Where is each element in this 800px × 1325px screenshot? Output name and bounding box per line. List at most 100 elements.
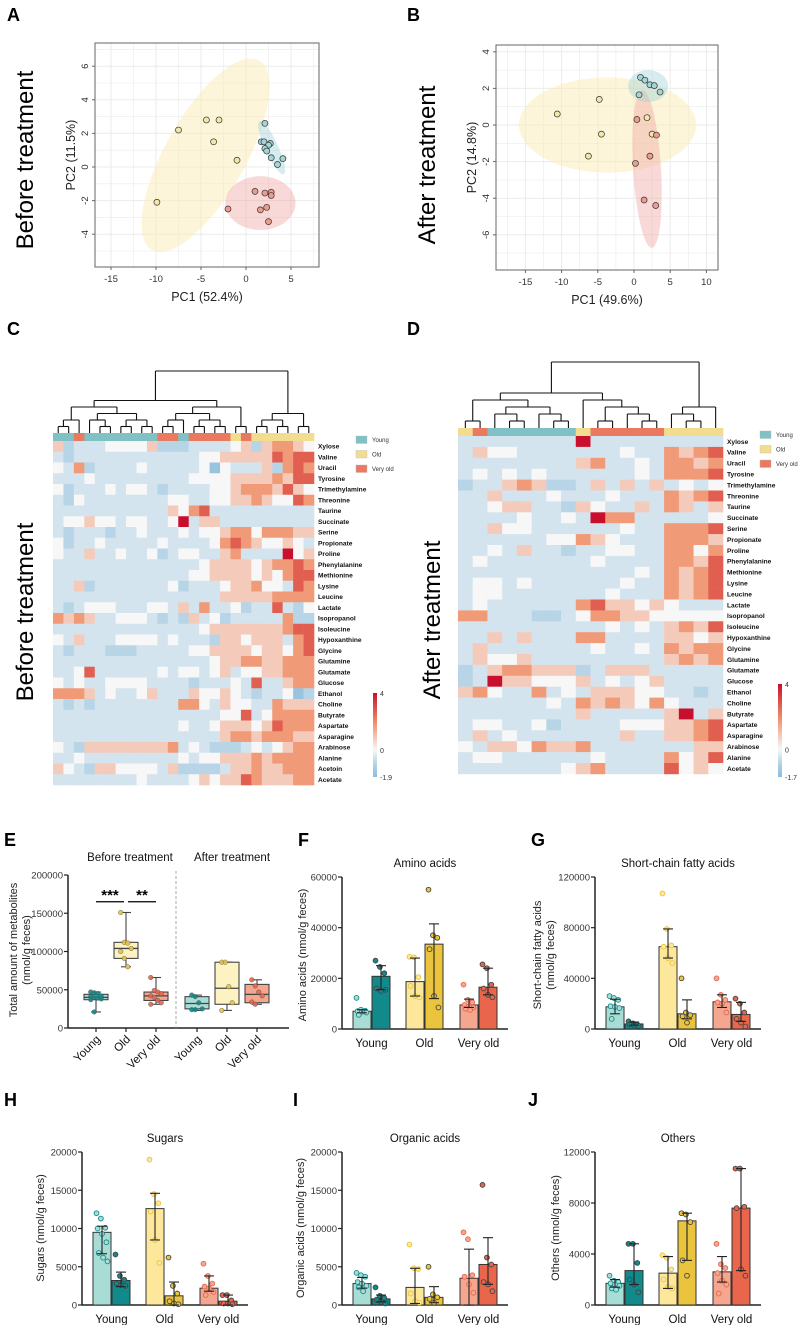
y-tick-label: 120000 [558, 873, 590, 884]
heatmap-cell [561, 675, 577, 687]
data-point [479, 1182, 486, 1188]
heatmap-cell [178, 688, 190, 700]
heatmap-cell [502, 621, 518, 633]
heatmap-cell [209, 656, 221, 668]
heatmap-cell [561, 555, 577, 568]
heatmap-cell [126, 763, 137, 775]
row-label: Aspartate [318, 723, 349, 730]
heatmap-cell [693, 643, 709, 655]
data-point [104, 1258, 111, 1265]
heatmap-cell [230, 602, 242, 614]
heatmap-cell [546, 654, 562, 666]
x-category-label: Very old [198, 1314, 240, 1325]
data-point [98, 996, 104, 1002]
data-point-young [274, 161, 281, 168]
heatmap-cell [619, 654, 635, 666]
colorbar-label: -1.7 [785, 775, 797, 782]
heatmap-cell [261, 516, 273, 528]
y-tick-label: 10000 [311, 1224, 337, 1235]
heatmap-cell [531, 566, 547, 578]
y-tick-label: 0 [585, 1301, 590, 1312]
heatmap-cell [94, 527, 106, 539]
heatmap-cell [590, 752, 606, 764]
heatmap-cell [220, 677, 231, 689]
row-label: Glutamate [727, 668, 760, 675]
heatmap-cell [664, 686, 680, 698]
heatmap-cell [693, 501, 709, 513]
heatmap-cell [230, 623, 242, 635]
heatmap-cell [282, 559, 294, 571]
heatmap-cell [53, 774, 64, 786]
heatmap-cell [73, 699, 85, 711]
heatmap-cell [199, 645, 210, 657]
heatmap-cell [634, 654, 650, 666]
heatmap-cell [105, 548, 116, 560]
row-label: Tyrosine [727, 472, 754, 479]
data-point [430, 1291, 436, 1298]
heatmap-cell [126, 494, 137, 506]
data-point [668, 942, 675, 949]
heatmap-cell [73, 677, 85, 689]
heatmap-cell [561, 545, 577, 557]
heatmap-cell [94, 677, 106, 689]
heatmap-cell [293, 699, 304, 711]
heatmap-cell [546, 534, 562, 546]
heatmap-cell [136, 752, 148, 764]
heatmap-cell [251, 763, 263, 775]
heatmap-cell [561, 436, 577, 448]
heatmap-cell [664, 697, 680, 709]
heatmap-cell [251, 645, 263, 657]
heatmap-cell [188, 699, 200, 711]
heatmap-cell [136, 602, 148, 614]
group-annotation-cell [531, 428, 547, 436]
heatmap-cell [634, 490, 650, 502]
row-label: Arabinose [318, 745, 351, 752]
heatmap-cell [487, 566, 503, 578]
heatmap-cell [73, 709, 85, 721]
heatmap-cell [126, 623, 137, 635]
heatmap-cell [272, 752, 283, 764]
heatmap-cell [516, 664, 532, 677]
heatmap-cell [73, 602, 85, 614]
heatmap-cell [105, 688, 116, 700]
heatmap-cell [53, 505, 64, 517]
heatmap-cell [619, 686, 635, 698]
heatmap-cell [693, 457, 709, 469]
heatmap-cell [546, 577, 562, 589]
heatmap-cell [516, 555, 532, 568]
heatmap-cell [303, 634, 315, 646]
heatmap-cell [516, 468, 532, 480]
x-tick-label: Old [112, 1034, 133, 1055]
heatmap-cell [693, 436, 709, 448]
heatmap-cell [282, 656, 294, 668]
heatmap-cell [188, 580, 200, 592]
heatmap-cell [167, 505, 179, 517]
heatmap-cell [53, 473, 64, 485]
heatmap-cell [664, 436, 680, 448]
heatmap-cell [605, 730, 621, 742]
group-annotation-cell [664, 428, 680, 436]
heatmap-cell [605, 686, 621, 698]
heatmap-cell [230, 559, 242, 571]
heatmap-cell [105, 580, 116, 592]
heatmap-cell [73, 527, 85, 539]
heatmap-cell [619, 610, 635, 622]
heatmap-cell [693, 545, 709, 557]
heatmap-cell [708, 566, 724, 578]
heatmap-cell [487, 752, 503, 764]
y-tick-label: 12000 [564, 1148, 590, 1159]
group-annotation-cell [634, 428, 650, 436]
colorbar-label: 4 [380, 691, 384, 698]
heatmap-cell [178, 602, 190, 614]
heatmap-cell [708, 446, 724, 459]
heatmap-cell [126, 752, 137, 764]
heatmap-cell [53, 602, 64, 614]
heatmap-cell [531, 468, 547, 480]
heatmap-cell [240, 591, 252, 603]
row-label: Trimethylamine [318, 487, 367, 494]
y-tick-label: 40000 [564, 974, 590, 985]
heatmap-cell [649, 632, 665, 644]
heatmap-cell [157, 591, 169, 603]
heatmap-cell [282, 451, 294, 463]
heatmap-cell [84, 742, 96, 754]
